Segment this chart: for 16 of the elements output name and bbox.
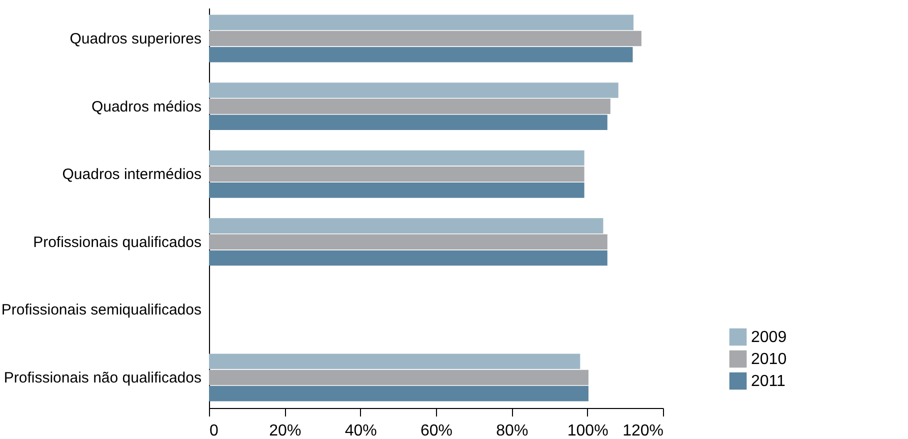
legend-label: 2010 (751, 351, 787, 368)
legend-label: 2011 (751, 373, 786, 390)
x-tick-label: 60% (420, 422, 453, 439)
y-tick-label: Quadros intermédios (62, 166, 202, 184)
y-tick-label: Quadros médios (91, 98, 202, 116)
y-tick-label: Profissionais semiqualificados (1, 302, 202, 319)
y-tick-label: Profissionais não qualificados (4, 369, 202, 386)
x-tick-label: 40% (344, 422, 377, 439)
x-tick-label: 0 (210, 422, 218, 439)
y-tick-label: Profissionais qualificados (33, 234, 202, 251)
y-tick-label: Quadros superiores (70, 30, 202, 48)
x-tick-label: 100% (567, 422, 608, 439)
x-tick-label: 120% (622, 422, 664, 439)
legend-label: 2009 (751, 329, 787, 346)
x-tick-label: 80% (496, 422, 528, 439)
x-tick-label: 20% (269, 422, 302, 439)
